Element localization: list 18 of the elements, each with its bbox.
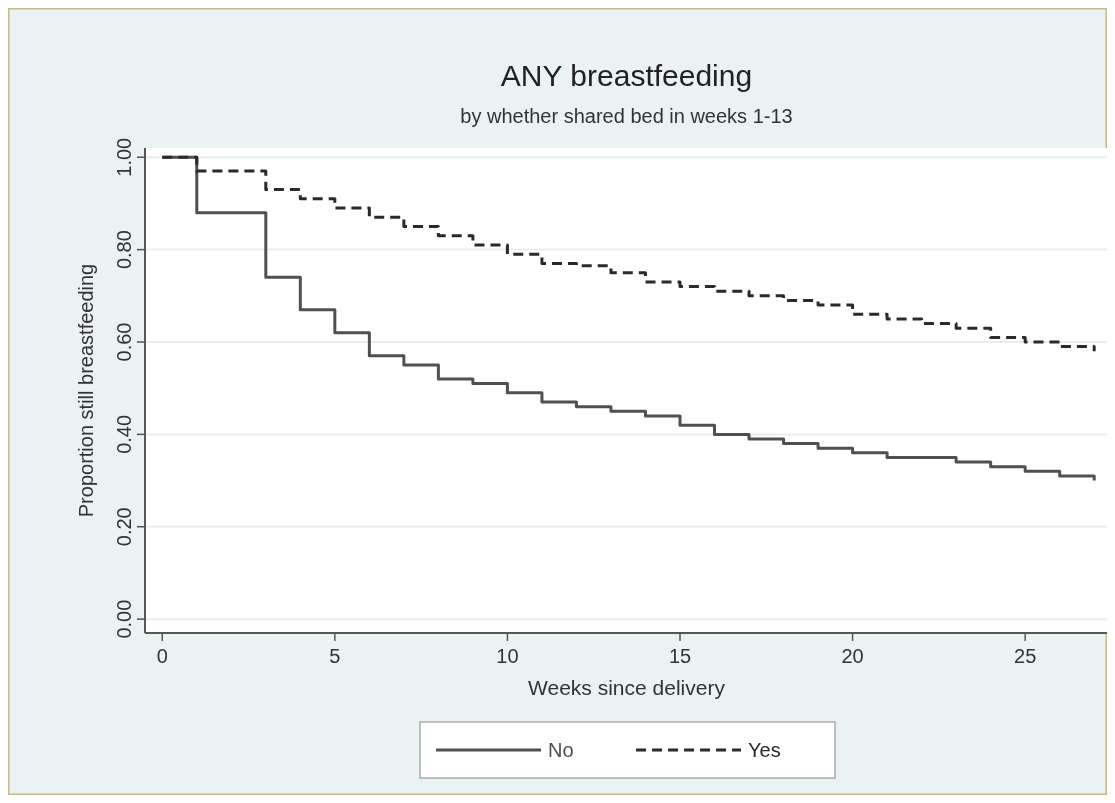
text: No <box>548 739 574 761</box>
x-tick-label: 0 <box>156 645 168 667</box>
text: Yes <box>748 739 781 761</box>
chart-title: ANY breastfeeding <box>500 59 753 92</box>
y-axis-title: Proportion still breastfeeding <box>75 263 97 518</box>
y-tick-label: 0.00 <box>113 599 135 639</box>
x-tick-label: 5 <box>329 645 341 667</box>
chart-subtitle: by whether shared bed in weeks 1-13 <box>460 105 793 127</box>
y-tick-label: 1.00 <box>113 137 135 177</box>
y-tick-label: 0.20 <box>113 507 135 547</box>
x-tick-label: 15 <box>668 645 692 667</box>
x-axis-title: Weeks since delivery <box>528 676 726 699</box>
y-tick-label: 0.40 <box>113 414 135 454</box>
y-tick-label: 0.80 <box>113 230 135 270</box>
x-tick-label: 20 <box>841 645 864 667</box>
y-tick-label: 0.60 <box>113 322 135 362</box>
x-tick-label: 25 <box>1014 645 1037 667</box>
x-tick-label: 10 <box>496 645 519 667</box>
